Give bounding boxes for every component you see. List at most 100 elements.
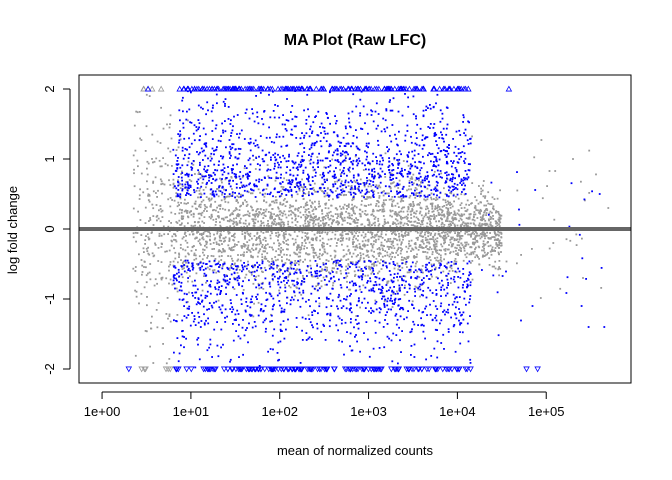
significant-gene-point — [261, 282, 264, 285]
significant-gene-point — [229, 278, 231, 280]
gene-point — [371, 233, 373, 236]
gene-point — [203, 254, 206, 257]
gene-point — [250, 273, 253, 276]
gene-point — [259, 191, 261, 194]
significant-gene-point — [389, 109, 392, 112]
significant-gene-point — [349, 303, 352, 306]
gene-point — [227, 232, 230, 235]
gene-point — [263, 195, 266, 198]
significant-gene-point — [335, 261, 338, 264]
gene-point — [358, 243, 361, 245]
gene-point — [257, 274, 260, 277]
gene-point — [331, 158, 334, 161]
gene-point — [268, 225, 270, 227]
gene-point — [298, 207, 300, 209]
significant-gene-point — [175, 320, 178, 323]
gene-point — [169, 261, 172, 263]
gene-point — [493, 239, 496, 241]
significant-gene-point — [411, 328, 413, 331]
gene-point — [156, 214, 159, 217]
gene-point — [480, 187, 482, 190]
gene-point — [484, 254, 487, 257]
gene-point — [318, 302, 321, 305]
gene-point — [321, 216, 324, 219]
gene-point — [316, 232, 319, 234]
significant-gene-point — [294, 271, 297, 274]
gene-point — [482, 255, 485, 257]
gene-point — [244, 235, 246, 237]
gene-point — [277, 258, 279, 261]
significant-gene-point — [186, 173, 189, 176]
gene-point — [498, 239, 501, 242]
significant-gene-point — [354, 335, 356, 338]
gene-point — [314, 200, 316, 203]
gene-point — [376, 209, 379, 212]
gene-point — [134, 149, 137, 152]
gene-point — [412, 224, 415, 227]
gene-point — [176, 290, 179, 293]
significant-gene-point — [455, 169, 458, 171]
gene-point — [391, 200, 394, 203]
significant-gene-point — [349, 294, 351, 297]
gene-point — [452, 218, 455, 221]
gene-point — [391, 251, 393, 254]
gene-point — [451, 216, 454, 219]
gene-point — [164, 250, 167, 253]
significant-gene-point — [290, 194, 293, 197]
significant-gene-point — [435, 319, 438, 322]
gene-point — [367, 238, 370, 241]
significant-gene-point — [450, 264, 453, 267]
gene-point — [290, 209, 292, 212]
gene-point — [179, 138, 182, 141]
gene-point — [455, 249, 457, 252]
gene-point — [248, 270, 250, 272]
gene-point — [217, 250, 220, 253]
gene-point — [379, 248, 381, 251]
gene-point — [212, 255, 215, 258]
significant-gene-point — [411, 192, 413, 195]
gene-point — [207, 255, 209, 257]
gene-point — [349, 251, 351, 254]
significant-gene-point — [196, 180, 198, 183]
gene-point — [382, 215, 385, 217]
significant-gene-point — [436, 93, 439, 96]
gene-point — [263, 257, 266, 260]
significant-gene-point — [178, 275, 181, 278]
gene-point — [267, 231, 269, 233]
significant-gene-point — [185, 316, 188, 319]
gene-point — [498, 253, 500, 255]
gene-point — [169, 150, 172, 153]
gene-point — [361, 248, 364, 250]
gene-point — [356, 218, 359, 221]
gene-point — [138, 302, 140, 305]
significant-gene-point — [246, 190, 249, 193]
gene-point — [363, 236, 365, 239]
gene-point — [404, 230, 407, 233]
gene-point — [400, 197, 403, 200]
significant-gene-point-clipped — [312, 85, 320, 92]
significant-gene-point — [419, 169, 422, 172]
significant-gene-point — [463, 280, 466, 283]
gene-point — [494, 267, 497, 270]
gene-point — [373, 265, 375, 267]
significant-gene-point — [340, 307, 343, 309]
gene-point — [160, 165, 163, 168]
gene-point — [289, 286, 292, 289]
significant-gene-point — [390, 297, 392, 300]
gene-point — [175, 221, 178, 223]
gene-point — [484, 197, 486, 199]
gene-point — [298, 189, 301, 192]
gene-point — [220, 251, 223, 254]
significant-gene-point — [422, 155, 424, 158]
gene-point — [209, 193, 212, 195]
significant-gene-point — [235, 173, 237, 176]
gene-point — [361, 200, 363, 202]
significant-gene-point — [265, 136, 268, 139]
gene-point — [282, 240, 285, 243]
gene-point — [166, 297, 169, 299]
significant-gene-point — [355, 334, 357, 336]
significant-gene-point — [210, 152, 213, 155]
gene-point — [391, 203, 393, 206]
gene-point — [432, 210, 435, 213]
significant-gene-point — [279, 340, 282, 343]
